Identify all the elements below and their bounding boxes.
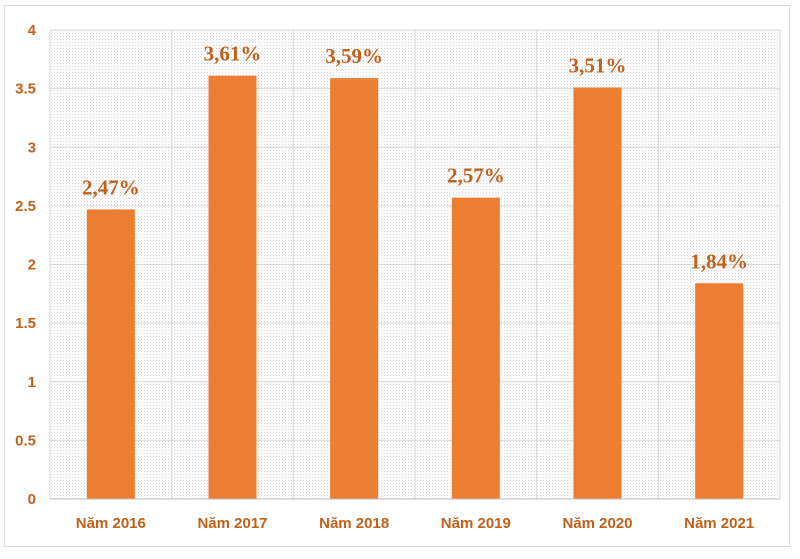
bars	[86, 75, 744, 500]
y-tick-label: 1.5	[15, 315, 36, 332]
x-axis: Năm 2016 Năm 2017 Năm 2018 Năm 2019 Năm 2020…	[50, 498, 780, 532]
x-tick-label: Năm 2017	[197, 515, 267, 532]
y-tick-label: 4	[28, 22, 37, 39]
bar-4	[451, 197, 500, 500]
x-tick-label: Năm 2020	[562, 515, 632, 532]
y-tick-label: 0.5	[15, 432, 36, 449]
y-tick-label: 2.5	[15, 198, 36, 215]
data-label: 2,57%	[447, 164, 505, 188]
y-tick-label: 0	[28, 491, 36, 508]
x-tick-label: Năm 2019	[441, 515, 511, 532]
data-label: 3,61%	[204, 42, 262, 66]
bar-6	[695, 283, 744, 499]
y-tick-label: 2	[28, 257, 36, 274]
bar-1	[86, 209, 135, 499]
y-tick-label: 1	[28, 374, 36, 391]
data-labels: 2,47% 3,61% 3,59% 2,57% 3,51% 1,84%	[82, 42, 748, 274]
bar-5	[573, 87, 622, 499]
chart-frame	[4, 5, 790, 547]
y-tick-label: 3	[28, 139, 36, 156]
x-tick-label: Năm 2021	[684, 515, 754, 532]
x-tick-label: Năm 2018	[319, 515, 389, 532]
y-axis: 0 0.5 1 1.5 2 2.5 3 3.5 4	[15, 22, 37, 508]
data-label: 2,47%	[82, 175, 140, 199]
data-label: 3,59%	[325, 44, 383, 68]
data-label: 1,84%	[690, 249, 748, 273]
bar-3	[330, 78, 379, 499]
bar-2	[208, 75, 257, 499]
x-tick-label: Năm 2016	[76, 515, 146, 532]
y-tick-label: 3.5	[15, 81, 36, 98]
data-label: 3,51%	[569, 53, 627, 77]
